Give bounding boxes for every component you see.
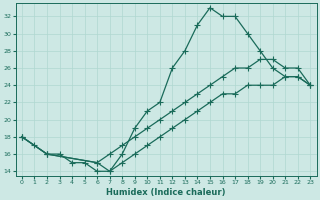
X-axis label: Humidex (Indice chaleur): Humidex (Indice chaleur)	[106, 188, 226, 197]
